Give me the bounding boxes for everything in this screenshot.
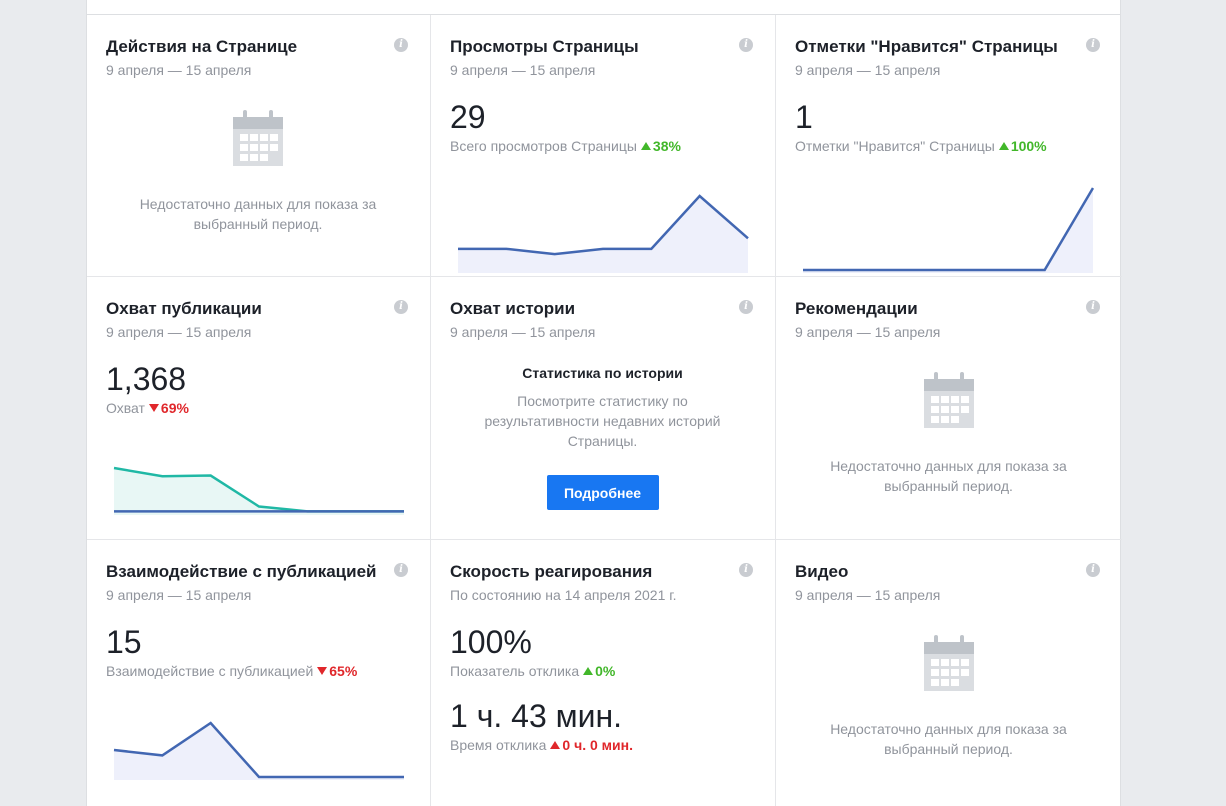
metric-row: Всего просмотров Страницы 38% — [450, 137, 755, 155]
card-title: Охват публикации — [106, 299, 262, 318]
insights-grid: Действия на Странице 9 апреля — 15 апрел… — [87, 15, 1122, 806]
info-icon[interactable]: i — [394, 38, 408, 52]
card-title: Отметки "Нравится" Страницы — [795, 37, 1058, 56]
metric-label: Всего просмотров Страницы — [450, 138, 637, 154]
no-data-message: Недостаточно данных для показа за выбран… — [830, 721, 1067, 757]
metric-change: 0% — [595, 663, 616, 679]
card-date-range: 9 апреля — 15 апреля — [106, 324, 252, 340]
card-story-reach[interactable]: Охват истории 9 апреля — 15 апреля i Ста… — [431, 277, 776, 540]
sparkline-area — [458, 196, 748, 273]
no-data-message: Недостаточно данных для показа за выбран… — [830, 458, 1067, 494]
metric-row-2: Время отклика 0 ч. 0 мин. — [450, 736, 755, 754]
card-date-range: По состоянию на 14 апреля 2021 г. — [450, 587, 677, 603]
metric-row: Показатель отклика 0% — [450, 662, 755, 680]
sparkline-teal-area — [114, 468, 404, 515]
metric-value: 15 — [106, 624, 142, 660]
no-data-message: Недостаточно данных для показа за выбран… — [139, 196, 377, 232]
trend-up-icon — [640, 142, 651, 150]
sparkline-line — [458, 194, 749, 256]
metric-change: 69% — [160, 400, 189, 416]
calendar-icon-wrap — [795, 371, 1102, 434]
info-icon[interactable]: i — [394, 300, 408, 314]
calendar-icon-wrap — [795, 634, 1102, 697]
insights-panel: Действия на Странице 9 апреля — 15 апрел… — [86, 0, 1122, 806]
metric-row: Отметки "Нравится" Страницы 100% — [795, 137, 1102, 155]
card-page-views[interactable]: Просмотры Страницы 9 апреля — 15 апреля … — [431, 15, 776, 277]
trend-down-icon — [317, 667, 328, 675]
trend-up-icon — [998, 142, 1009, 150]
metric-change: 38% — [652, 138, 681, 154]
metric-label: Показатель отклика — [450, 663, 580, 679]
card-date-range: 9 апреля — 15 апреля — [795, 324, 941, 340]
sparkline-line — [803, 187, 1094, 272]
metric-row: Охват 69% — [106, 399, 410, 417]
metric-label: Взаимодействие с публикацией — [106, 663, 314, 679]
card-recommendations[interactable]: Рекомендации 9 апреля — 15 апреля i Недо… — [776, 277, 1122, 540]
info-icon[interactable]: i — [1086, 38, 1100, 52]
card-date-range: 9 апреля — 15 апреля — [795, 62, 941, 78]
metric-value: 1 — [795, 99, 813, 135]
metric-change-2: 0 ч. 0 мин. — [562, 737, 633, 753]
card-page-actions[interactable]: Действия на Странице 9 апреля — 15 апрел… — [87, 15, 431, 277]
trend-up-icon — [583, 667, 594, 675]
sparkline-area — [114, 723, 404, 780]
card-title: Скорость реагирования — [450, 562, 653, 581]
metric-value: 29 — [450, 99, 486, 135]
info-icon[interactable]: i — [739, 563, 753, 577]
response-time-value: 1 ч. 43 мин. — [450, 698, 623, 734]
card-title: Просмотры Страницы — [450, 37, 639, 56]
card-post-reach[interactable]: Охват публикации 9 апреля — 15 апреля i … — [87, 277, 431, 540]
calendar-icon — [233, 110, 283, 166]
info-icon[interactable]: i — [739, 38, 753, 52]
card-title: Взаимодействие с публикацией — [106, 562, 377, 581]
sparkline-area — [803, 188, 1093, 273]
sparkline-post-engagement — [113, 721, 404, 780]
story-stats-title: Статистика по истории — [522, 365, 683, 381]
card-date-range: 9 апреля — 15 апреля — [106, 62, 252, 78]
sparkline-page-likes — [803, 187, 1094, 273]
metric-label: Охват — [106, 400, 145, 416]
trend-down-icon — [148, 404, 159, 412]
story-stats-text: Посмотрите статистику по результативност… — [484, 393, 721, 449]
sparkline-line — [113, 721, 404, 779]
metric-value: 1,368 — [106, 361, 187, 397]
info-icon[interactable]: i — [739, 300, 753, 314]
info-icon[interactable]: i — [1086, 563, 1100, 577]
card-video[interactable]: Видео 9 апреля — 15 апреля i Недостаточн… — [776, 540, 1122, 806]
metric-change: 65% — [329, 663, 358, 679]
info-icon[interactable]: i — [394, 563, 408, 577]
trend-up-icon — [550, 741, 561, 749]
card-date-range: 9 апреля — 15 апреля — [106, 587, 252, 603]
card-date-range: 9 апреля — 15 апреля — [450, 324, 596, 340]
calendar-icon — [923, 635, 974, 691]
metric-row: Взаимодействие с публикацией 65% — [106, 662, 410, 680]
sparkline-page-views — [458, 194, 749, 273]
metric-label: Отметки "Нравится" Страницы — [795, 138, 995, 154]
calendar-icon — [923, 372, 974, 428]
metric-change: 100% — [1010, 138, 1047, 154]
info-icon[interactable]: i — [1086, 300, 1100, 314]
card-page-likes[interactable]: Отметки "Нравится" Страницы 9 апреля — 1… — [776, 15, 1122, 277]
card-title: Охват истории — [450, 299, 576, 318]
response-rate-value: 100% — [450, 624, 532, 660]
card-post-engagement[interactable]: Взаимодействие с публикацией 9 апреля — … — [87, 540, 431, 806]
card-title: Видео — [795, 562, 849, 581]
top-divider — [87, 14, 1120, 15]
calendar-icon-wrap — [106, 109, 410, 172]
sparkline-post-reach — [113, 466, 404, 515]
metric-label-2: Время отклика — [450, 737, 547, 753]
card-response-speed[interactable]: Скорость реагирования По состоянию на 14… — [431, 540, 776, 806]
card-title: Рекомендации — [795, 299, 918, 318]
card-title: Действия на Странице — [106, 37, 298, 56]
card-date-range: 9 апреля — 15 апреля — [450, 62, 596, 78]
card-date-range: 9 апреля — 15 апреля — [795, 587, 941, 603]
more-details-button[interactable]: Подробнее — [546, 475, 659, 510]
